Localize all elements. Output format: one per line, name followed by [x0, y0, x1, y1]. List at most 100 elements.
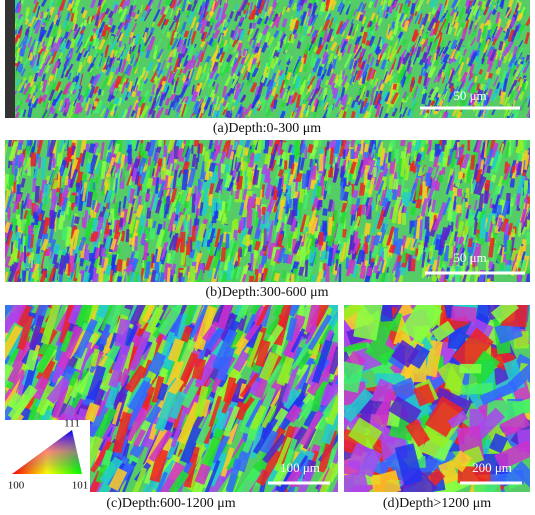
grain — [24, 11, 29, 22]
grain — [388, 48, 398, 63]
grain — [376, 102, 380, 110]
grain — [284, 66, 289, 76]
grain — [442, 9, 449, 19]
grain — [520, 82, 527, 95]
grain — [124, 64, 132, 75]
grain — [521, 96, 527, 112]
grain — [35, 245, 41, 255]
grain — [93, 100, 98, 107]
grain — [108, 35, 115, 45]
grain — [354, 69, 362, 81]
grain — [145, 49, 151, 59]
grain — [91, 199, 96, 210]
grain — [493, 76, 499, 87]
grain — [226, 441, 247, 471]
grain — [410, 101, 418, 112]
grain — [134, 33, 140, 46]
grain — [365, 40, 371, 46]
grain — [274, 69, 281, 83]
grain — [469, 45, 475, 55]
grain — [184, 305, 197, 326]
grain — [188, 140, 194, 148]
grain — [272, 99, 278, 110]
grain — [83, 37, 91, 49]
grain — [64, 98, 70, 113]
grain — [386, 45, 392, 59]
grain — [469, 0, 475, 6]
grain — [427, 17, 437, 32]
grain — [196, 49, 204, 60]
grain — [479, 22, 485, 29]
grain — [54, 32, 61, 44]
grain — [44, 64, 52, 73]
grain — [526, 210, 530, 221]
grain — [6, 230, 14, 246]
grain — [339, 4, 345, 15]
grain — [305, 105, 311, 117]
grain — [28, 12, 35, 24]
grain — [256, 140, 264, 154]
grain — [219, 51, 226, 63]
grain — [64, 63, 74, 78]
grain — [434, 163, 443, 182]
grain — [442, 157, 448, 167]
grain — [224, 110, 231, 118]
grain — [420, 197, 429, 217]
grain — [448, 87, 455, 100]
grain — [38, 97, 43, 104]
grain — [526, 110, 530, 118]
grain — [52, 158, 56, 169]
grain — [201, 31, 208, 43]
grain — [290, 163, 295, 175]
grain — [484, 231, 489, 243]
grain — [171, 38, 179, 50]
grain — [364, 197, 371, 207]
grain — [375, 194, 380, 212]
grain — [478, 40, 487, 52]
grain — [277, 199, 285, 221]
grain — [415, 198, 423, 209]
grain — [43, 110, 51, 118]
grain — [487, 11, 492, 21]
grain — [412, 219, 418, 239]
grain — [228, 176, 235, 190]
grain — [527, 94, 530, 108]
grain — [217, 160, 222, 179]
grain — [388, 5, 394, 14]
grain — [226, 95, 235, 111]
grain — [137, 95, 146, 108]
grain — [295, 140, 301, 156]
grain — [95, 256, 101, 274]
grain — [201, 200, 211, 216]
grain — [270, 93, 279, 108]
grain — [27, 36, 33, 48]
grain — [416, 164, 421, 173]
grain — [341, 111, 347, 118]
grain — [210, 40, 217, 48]
grain — [139, 105, 150, 118]
grain — [415, 0, 425, 12]
grain — [259, 189, 263, 200]
grain — [97, 216, 104, 230]
grain — [458, 236, 465, 245]
grain — [231, 72, 237, 80]
grain — [193, 192, 203, 206]
grain — [468, 73, 475, 83]
grain — [476, 88, 481, 98]
grain — [480, 49, 488, 63]
grain — [467, 140, 471, 151]
grain — [25, 93, 31, 103]
grain — [309, 53, 314, 67]
grain — [469, 92, 478, 105]
grain — [104, 7, 111, 15]
grain — [105, 67, 111, 76]
grain — [42, 255, 50, 270]
grain — [109, 40, 117, 53]
grain — [76, 85, 83, 99]
grain — [473, 208, 480, 221]
grain — [419, 17, 425, 29]
grain — [88, 16, 92, 25]
grain — [331, 0, 337, 11]
grain — [419, 219, 423, 241]
grain — [218, 40, 225, 49]
